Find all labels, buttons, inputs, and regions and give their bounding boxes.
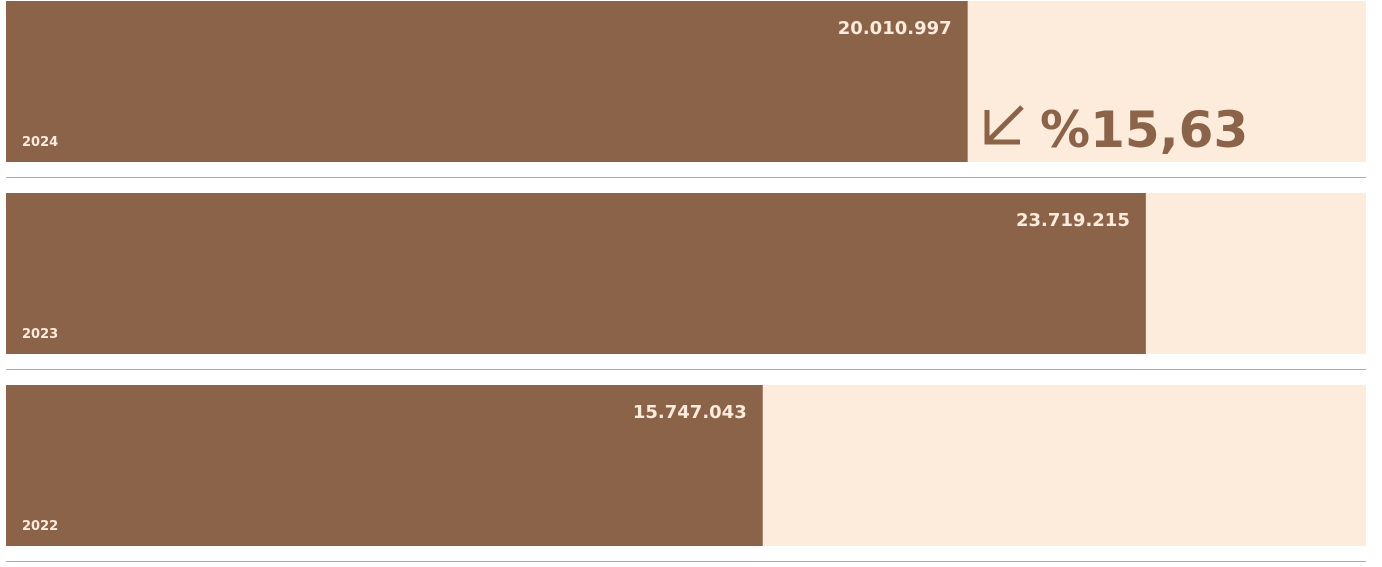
value-label: 20.010.997 (838, 18, 952, 39)
category-label: 2022 (22, 519, 58, 534)
category-label: 2023 (22, 327, 58, 342)
value-label: 23.719.215 (1016, 210, 1130, 231)
category-label: 2024 (22, 135, 58, 150)
trend-arrow (984, 105, 1024, 145)
bar (6, 385, 763, 546)
bar (6, 193, 1146, 354)
value-label: 15.747.043 (633, 402, 747, 423)
annotation: %15,63 (1040, 101, 1248, 159)
bar (6, 1, 968, 162)
